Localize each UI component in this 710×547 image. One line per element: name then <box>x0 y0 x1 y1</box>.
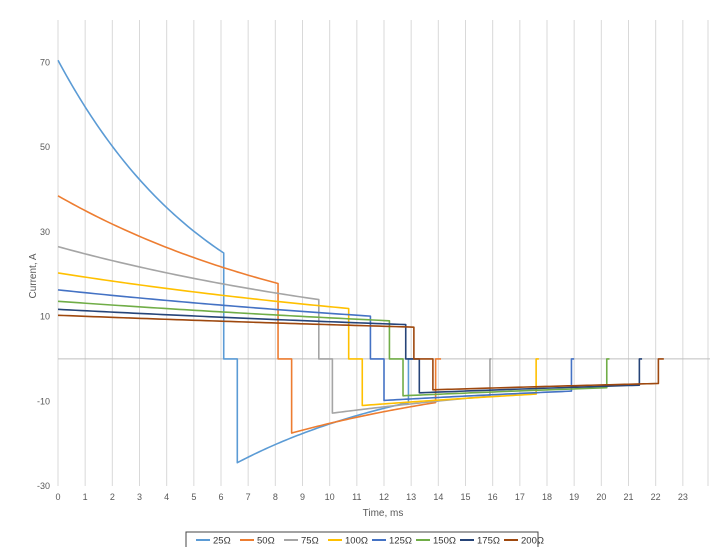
legend-box <box>185 531 539 547</box>
y-tick-label: -10 <box>37 396 50 406</box>
x-axis-title: Time, ms <box>363 508 404 519</box>
legend-label: 75Ω <box>301 536 319 547</box>
x-tick-label: 15 <box>460 492 470 502</box>
x-tick-label: 14 <box>433 492 443 502</box>
y-tick-label: -30 <box>37 481 50 491</box>
x-tick-label: 10 <box>325 492 335 502</box>
series-line <box>57 300 610 397</box>
x-tick-label: 9 <box>300 492 305 502</box>
x-tick-label: 16 <box>488 492 498 502</box>
x-tick-label: 18 <box>542 492 552 502</box>
x-tick-label: 1 <box>83 492 88 502</box>
y-tick-label: 10 <box>40 312 50 322</box>
x-tick-label: 0 <box>55 492 60 502</box>
series-line <box>57 272 539 407</box>
x-tick-label: 17 <box>515 492 525 502</box>
series-line <box>57 245 492 414</box>
x-tick-label: 8 <box>273 492 278 502</box>
x-tick-label: 20 <box>596 492 606 502</box>
grid <box>57 20 710 486</box>
x-tick-label: 12 <box>379 492 389 502</box>
x-tick-label: 13 <box>406 492 416 502</box>
x-tick-label: 19 <box>569 492 579 502</box>
series-line <box>57 289 575 402</box>
x-tick-label: 22 <box>651 492 661 502</box>
y-tick-label: 30 <box>40 227 50 237</box>
legend-label: 200Ω <box>521 536 544 547</box>
legend-label: 25Ω <box>213 536 231 547</box>
series-line <box>57 195 442 434</box>
x-tick-label: 11 <box>352 492 361 502</box>
legend-label: 50Ω <box>257 536 275 547</box>
x-tick-label: 23 <box>678 492 688 502</box>
x-tick-label: 4 <box>164 492 169 502</box>
legend-label: 150Ω <box>433 536 456 547</box>
y-axis-title: Current, A <box>28 253 39 298</box>
series-lines <box>57 59 664 464</box>
legend-label: 175Ω <box>477 536 500 547</box>
x-tick-label: 2 <box>110 492 115 502</box>
legend: 25Ω 50Ω 75Ω 100Ω 125Ω 150Ω 175Ω 200Ω <box>185 531 544 547</box>
x-tick-label: 5 <box>191 492 196 502</box>
y-tick-label: 50 <box>40 142 50 152</box>
series-line <box>57 314 664 391</box>
x-tick-label: 7 <box>246 492 251 502</box>
legend-label: 125Ω <box>389 536 412 547</box>
legend-label: 100Ω <box>345 536 368 547</box>
y-tick-labels: 70 50 30 10 -10 -30 <box>37 57 50 491</box>
x-tick-label: 6 <box>218 492 223 502</box>
x-tick-label: 3 <box>137 492 142 502</box>
x-tick-labels: 0 1 2 3 4 5 6 7 8 9 10 11 12 13 14 15 16 17 18 19 20 21 22 23 <box>55 492 687 502</box>
series-line <box>57 59 420 464</box>
y-tick-label: 70 <box>40 57 50 67</box>
x-tick-label: 21 <box>623 492 633 502</box>
series-line <box>57 308 643 394</box>
